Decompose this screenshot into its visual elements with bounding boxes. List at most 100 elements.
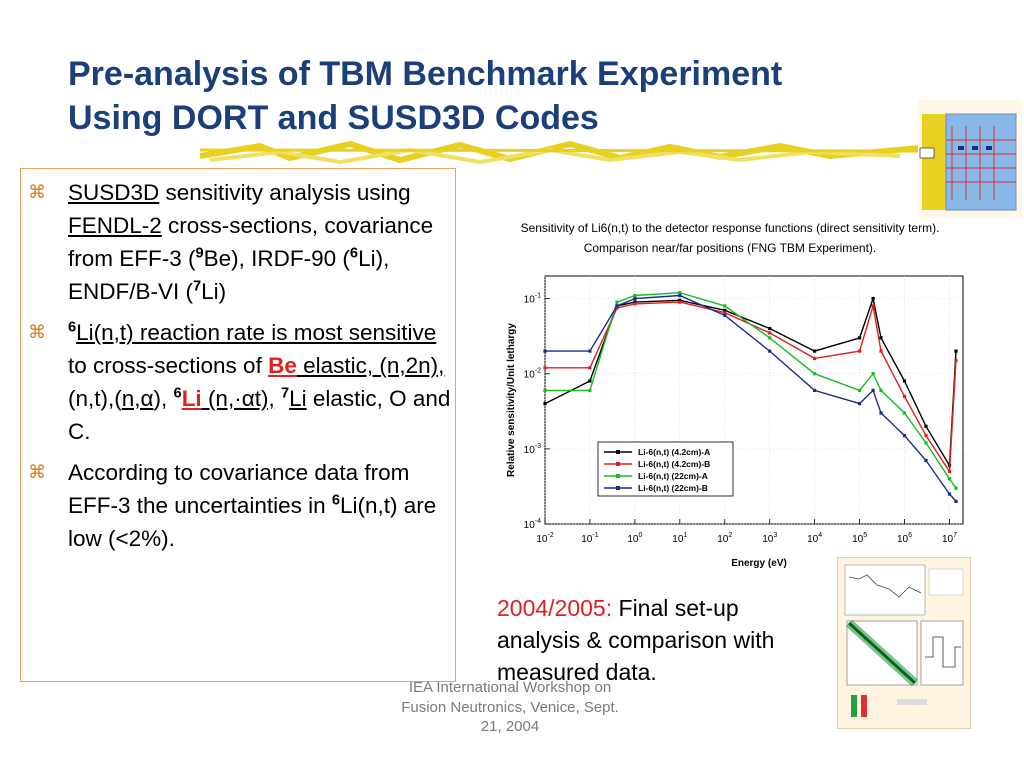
- series-point: [879, 336, 883, 340]
- footer-line-2: Fusion Neutronics, Venice, Sept.: [401, 698, 619, 716]
- legend-box: [597, 441, 734, 497]
- n-alpha-t-text: (n,·αt),: [201, 386, 275, 411]
- superscript: 6: [173, 385, 182, 402]
- series-point: [858, 402, 862, 406]
- bullet-text: sensitivity analysis using: [159, 180, 411, 205]
- x-tick-label: 106: [897, 532, 912, 545]
- bullet-text: Be), IRDF-90 (: [203, 246, 350, 271]
- series-point: [924, 441, 928, 445]
- caption-line-2: Comparison near/far positions (FNG TBM E…: [583, 241, 877, 255]
- x-tick-label: 104: [807, 532, 822, 545]
- x-axis-label: Energy (eV): [731, 558, 787, 569]
- footer: IEA International Workshop on Fusion Neu…: [360, 678, 660, 737]
- y-tick-label: 10-3: [524, 443, 541, 456]
- bullet-text: Li): [201, 279, 227, 304]
- series-point: [858, 349, 862, 353]
- series-point: [947, 469, 952, 474]
- title-underline-brush: [200, 140, 920, 165]
- bullet-mark-icon: ⌘: [28, 462, 46, 483]
- slide-title: Pre-analysis of TBM Benchmark Experiment…: [68, 52, 782, 140]
- series-point: [723, 313, 727, 317]
- bullet-list: ⌘ SUSD3D sensitivity analysis using FEND…: [28, 176, 453, 563]
- series-point: [543, 366, 547, 370]
- series-point: [723, 308, 727, 312]
- chart-caption: Sensitivity of Li6(n,t) to the detector …: [460, 218, 1000, 258]
- series-point: [871, 297, 875, 301]
- legend-marker: [616, 450, 620, 454]
- be-highlight: Be: [268, 353, 297, 378]
- series-point: [768, 349, 772, 353]
- series-point: [924, 424, 928, 428]
- bullet-text: cross-sections, covariance from EFF-3 (: [68, 213, 434, 271]
- y-tick-label: 10-4: [524, 518, 541, 531]
- superscript: 7: [193, 278, 202, 295]
- series-point: [723, 304, 727, 308]
- series-point: [615, 304, 619, 308]
- series-point: [633, 300, 637, 304]
- bullet-mark-icon: ⌘: [28, 182, 46, 203]
- superscript: 7: [280, 385, 290, 402]
- x-tick-label: 105: [852, 532, 867, 545]
- superscript: 6: [331, 492, 341, 509]
- legend-marker: [616, 462, 620, 466]
- series-point: [678, 298, 682, 302]
- series-point: [588, 379, 592, 383]
- experiment-geometry-thumbnail: [918, 100, 1022, 218]
- y-axis-label: Relative sensitivity/Unit lethargy: [506, 323, 517, 477]
- legend-label: Li-6(n,t) (4.2cm)-A: [638, 447, 710, 457]
- series-point: [871, 388, 875, 392]
- series-point: [723, 311, 727, 315]
- reaction-rate-text: Li(n,t) reaction rate is most sensitive: [76, 320, 437, 345]
- series-point: [871, 304, 875, 308]
- caption-line-1: Sensitivity of Li6(n,t) to the detector …: [520, 221, 940, 235]
- series-point: [543, 402, 547, 406]
- series-point: [947, 492, 952, 496]
- series-point: [954, 499, 958, 503]
- series-point: [813, 356, 817, 360]
- series-point: [858, 388, 862, 392]
- series-point: [871, 372, 875, 376]
- series-point: [813, 372, 817, 376]
- y-tick-label: 10-2: [524, 368, 541, 381]
- legend-label: Li-6(n,t) (22cm)-A: [638, 471, 708, 481]
- superscript: 6: [349, 245, 359, 262]
- x-tick-label: 10-2: [536, 532, 553, 545]
- x-tick-label: 10-1: [581, 532, 598, 545]
- legend-marker: [616, 474, 620, 478]
- series-point: [858, 336, 862, 340]
- series-point: [768, 336, 772, 340]
- series-point: [924, 434, 928, 438]
- y-tick-label: 10-1: [524, 293, 541, 306]
- bullet-text: Li), ENDF/B-VI (: [68, 246, 390, 304]
- series-point: [954, 358, 958, 363]
- series-point: [947, 477, 952, 481]
- bullet-text: elastic, O and C.: [68, 386, 451, 444]
- superscript: 6: [68, 319, 77, 336]
- x-tick-label: 103: [762, 532, 777, 545]
- series-point: [543, 349, 547, 353]
- note-text: Final set-up analysis & comparison with …: [497, 595, 775, 685]
- final-setup-note: 2004/2005: Final set-up analysis & compa…: [497, 592, 817, 688]
- x-tick-label: 107: [942, 532, 957, 545]
- li7-text: Li: [289, 386, 307, 411]
- bullet-item-reaction-rate: ⌘ 6Li(n,t) reaction rate is most sensiti…: [28, 316, 453, 448]
- title-line-2: Using DORT and SUSD3D Codes: [68, 99, 599, 137]
- note-year: 2004/2005:: [497, 595, 613, 621]
- bullet-text: to cross-sections of: [68, 353, 269, 378]
- series-point: [633, 293, 637, 298]
- susd3d-text: SUSD3D: [68, 180, 160, 205]
- series-point: [678, 300, 682, 304]
- legend-label: Li-6(n,t) (4.2cm)-B: [638, 459, 710, 469]
- series-point: [768, 326, 772, 331]
- series-point: [588, 366, 592, 370]
- bullet-text: (n,t),(: [68, 386, 122, 411]
- series-point: [588, 388, 592, 392]
- series-point: [902, 379, 907, 383]
- n-alpha-text: n,α: [121, 386, 154, 411]
- series-point: [678, 293, 682, 298]
- series-point: [954, 486, 958, 490]
- series-point: [615, 306, 619, 310]
- series-point: [633, 297, 637, 301]
- x-tick-label: 101: [672, 532, 687, 545]
- x-tick-label: 102: [717, 532, 732, 545]
